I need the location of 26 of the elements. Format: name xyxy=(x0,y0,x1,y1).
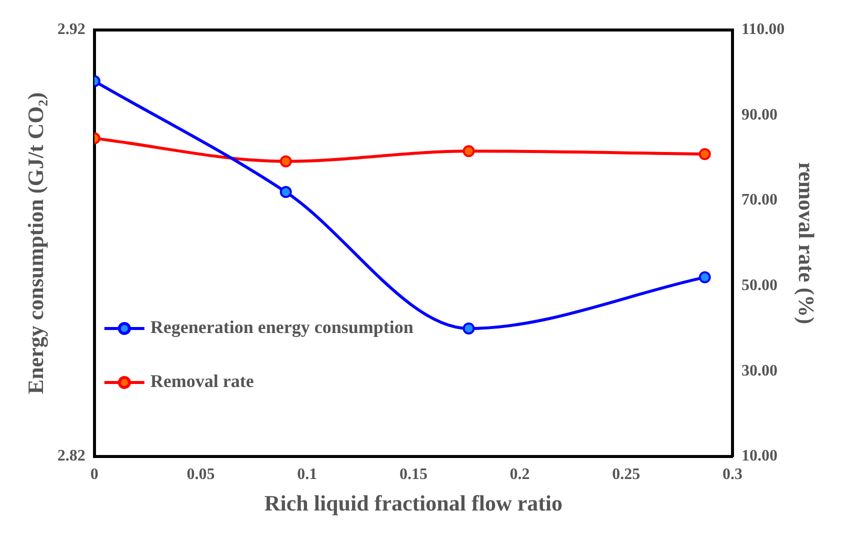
point xyxy=(462,322,475,334)
y2-tick-label: 70.00 xyxy=(741,192,778,209)
legend-label: Removal rate xyxy=(150,371,254,392)
point xyxy=(698,148,711,160)
y-axis-title: Energy consumption (GJ/t CO₂) xyxy=(22,92,48,394)
y2-tick-label: 110.00 xyxy=(741,21,785,38)
point xyxy=(698,271,711,284)
point xyxy=(280,155,292,168)
y2-tick-label: 90.00 xyxy=(741,106,778,124)
point xyxy=(462,145,475,158)
y-tick-label: 2.82 xyxy=(57,448,86,465)
x-tick-label: 0.1 xyxy=(297,466,318,484)
x-tick-label: 0.2 xyxy=(510,466,530,484)
y2-tick-label: 10.00 xyxy=(741,448,778,465)
y2-tick-label: 50.00 xyxy=(741,276,778,294)
legend-label: Regeneration energy consumption xyxy=(150,317,414,338)
x-tick-label: 0.15 xyxy=(399,466,428,484)
x-tick-label: 0.25 xyxy=(612,466,640,484)
y2-tick-label: 30.00 xyxy=(741,362,778,380)
x-tick-label: 0.3 xyxy=(722,466,742,484)
x-axis-title: Rich liquid fractional flow ratio xyxy=(264,490,563,516)
y-tick-label: 2.92 xyxy=(57,21,86,38)
point xyxy=(280,186,292,198)
x-tick-label: 0 xyxy=(90,466,98,484)
y2-axis-title: removal rate (%) xyxy=(794,162,820,324)
x-tick-label: 0.05 xyxy=(186,466,215,484)
